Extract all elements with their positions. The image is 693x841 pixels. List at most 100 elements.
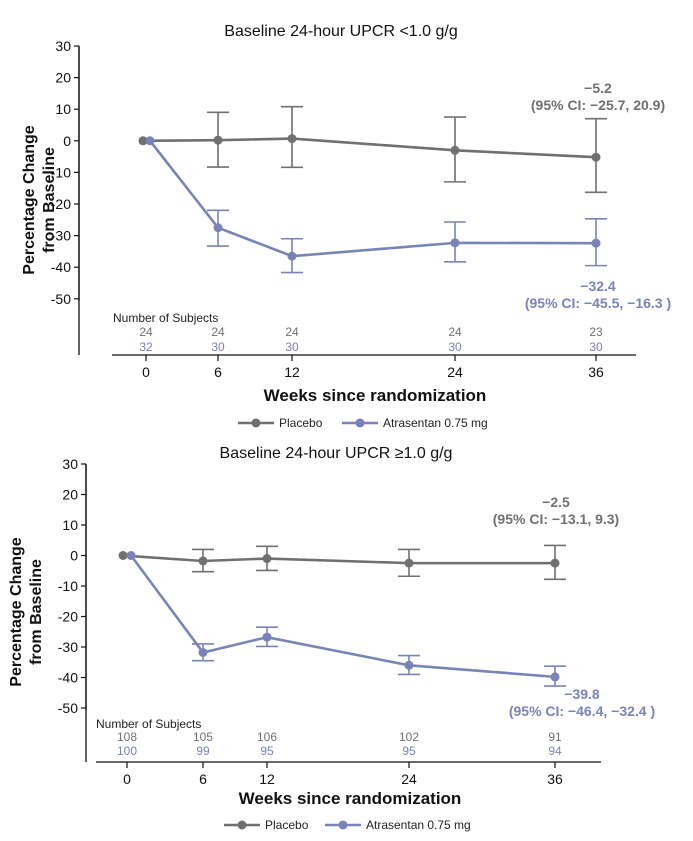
subject-count: 99 xyxy=(196,744,210,758)
placebo-end-ci: (95% CI: −13.1, 9.3) xyxy=(493,511,619,527)
y-tick-label: 30 xyxy=(55,38,71,54)
chart-title: Baseline 24-hour UPCR <1.0 g/g xyxy=(224,23,457,40)
y-tick-label: -30 xyxy=(58,639,78,655)
data-point xyxy=(138,136,148,146)
y-tick-label: -20 xyxy=(51,196,71,212)
y-axis-label-line-2: from Baseline xyxy=(28,559,45,665)
legend-placebo-marker xyxy=(251,418,261,428)
y-tick-label: 30 xyxy=(62,456,78,472)
legend-atrasentan-label: Atrasentan 0.75 mg xyxy=(366,818,471,832)
y-axis-label: Percentage Change from Baseline xyxy=(21,125,58,274)
data-point xyxy=(145,136,155,146)
data-point xyxy=(591,238,601,248)
subject-count: 24 xyxy=(139,325,153,339)
legend-placebo-label: Placebo xyxy=(279,416,323,430)
data-point xyxy=(404,660,414,670)
chart-title: Baseline 24-hour UPCR ≥1.0 g/g xyxy=(220,445,453,462)
subjects-label: Number of Subjects xyxy=(96,717,201,731)
subjects-counts: 108 105 106 102 91 100 99 95 95 94 xyxy=(117,730,562,758)
subject-count: 91 xyxy=(548,730,562,744)
y-tick-label: -50 xyxy=(58,700,78,716)
x-axis-label: Weeks since randomization xyxy=(239,789,462,808)
subject-count: 95 xyxy=(402,744,416,758)
y-tick-label: -10 xyxy=(58,578,78,594)
legend-placebo-marker xyxy=(237,820,247,830)
legend-placebo-label: Placebo xyxy=(265,818,309,832)
data-point xyxy=(550,672,560,682)
atrasentan-end-ci: (95% CI: −45.5, −16.3 ) xyxy=(525,295,671,311)
series-layer xyxy=(118,544,566,687)
subject-count: 24 xyxy=(448,325,462,339)
subject-count: 24 xyxy=(285,325,299,339)
x-tick-label: 0 xyxy=(142,364,150,380)
x-axis-label: Weeks since randomization xyxy=(264,386,487,405)
data-point xyxy=(450,145,460,155)
x-axis: 0 6 12 24 36 xyxy=(78,46,636,380)
series-layer xyxy=(138,105,607,274)
x-tick-label: 12 xyxy=(259,771,275,787)
subject-count: 102 xyxy=(399,730,419,744)
y-tick-label: 0 xyxy=(70,548,78,564)
subject-count: 105 xyxy=(193,730,213,744)
series-line xyxy=(122,554,555,565)
y-tick-label: 10 xyxy=(55,101,71,117)
x-tick-label: 36 xyxy=(547,771,563,787)
subject-count: 32 xyxy=(139,340,153,354)
data-point xyxy=(198,556,208,566)
data-point xyxy=(450,238,460,248)
y-axis: 30 20 10 0 -10 -20 -30 -40 -50 xyxy=(58,456,87,716)
y-tick-label: -10 xyxy=(51,164,71,180)
x-tick-label: 0 xyxy=(123,771,131,787)
series-atrasentan xyxy=(145,136,607,274)
y-tick-label: -20 xyxy=(58,609,78,625)
atrasentan-end-ci: (95% CI: −46.4, −32.4 ) xyxy=(509,703,655,719)
series-line xyxy=(148,139,597,258)
data-point xyxy=(404,558,414,568)
data-point xyxy=(213,135,223,145)
y-tick-label: -40 xyxy=(51,259,71,275)
data-point xyxy=(287,251,297,261)
panel-1: Baseline 24-hour UPCR <1.0 g/g Percentag… xyxy=(21,23,671,430)
data-point xyxy=(287,134,297,144)
y-tick-label: -50 xyxy=(51,291,71,307)
legend: Placebo Atrasentan 0.75 mg xyxy=(224,818,471,832)
subject-count: 30 xyxy=(211,340,225,354)
data-point xyxy=(262,554,272,564)
data-point xyxy=(118,551,128,560)
y-tick-label: 10 xyxy=(62,517,78,533)
subject-count: 30 xyxy=(448,340,462,354)
y-axis-label-line-1: Percentage Change xyxy=(21,125,38,274)
x-tick-label: 36 xyxy=(588,364,604,380)
subjects-counts: 24 24 24 24 23 32 30 30 30 30 xyxy=(139,325,603,354)
series-placebo xyxy=(138,105,607,194)
y-axis-label: Percentage Change from Baseline xyxy=(8,537,45,686)
placebo-end-ci: (95% CI: −25.7, 20.9) xyxy=(531,97,665,113)
series-atrasentan xyxy=(126,551,566,687)
legend-atrasentan-label: Atrasentan 0.75 mg xyxy=(383,416,488,430)
y-tick-label: 20 xyxy=(55,70,71,86)
x-tick-label: 24 xyxy=(447,364,463,380)
atrasentan-end-value: −39.8 xyxy=(564,686,600,702)
series-line xyxy=(129,554,556,679)
subject-count: 94 xyxy=(548,744,562,758)
series-line xyxy=(142,137,597,159)
subject-count: 106 xyxy=(257,730,277,744)
atrasentan-end-value: −32.4 xyxy=(580,278,616,294)
y-tick-label: 0 xyxy=(63,133,71,149)
x-tick-label: 6 xyxy=(214,364,222,380)
y-axis: 30 20 10 0 -10 -20 -30 -40 -50 xyxy=(51,38,80,307)
y-tick-label: -30 xyxy=(51,228,71,244)
x-tick-label: 24 xyxy=(401,771,417,787)
placebo-end-value: −5.2 xyxy=(584,80,612,96)
data-point xyxy=(550,558,560,568)
subject-count: 95 xyxy=(260,744,274,758)
data-point xyxy=(198,647,208,657)
subject-count: 30 xyxy=(285,340,299,354)
x-axis: 0 6 12 24 36 xyxy=(85,464,601,787)
x-tick-label: 6 xyxy=(199,771,207,787)
y-tick-label: 20 xyxy=(62,487,78,503)
placebo-end-value: −2.5 xyxy=(542,494,570,510)
subject-count: 30 xyxy=(589,340,603,354)
x-tick-label: 12 xyxy=(284,364,300,380)
y-tick-label: -40 xyxy=(58,670,78,686)
